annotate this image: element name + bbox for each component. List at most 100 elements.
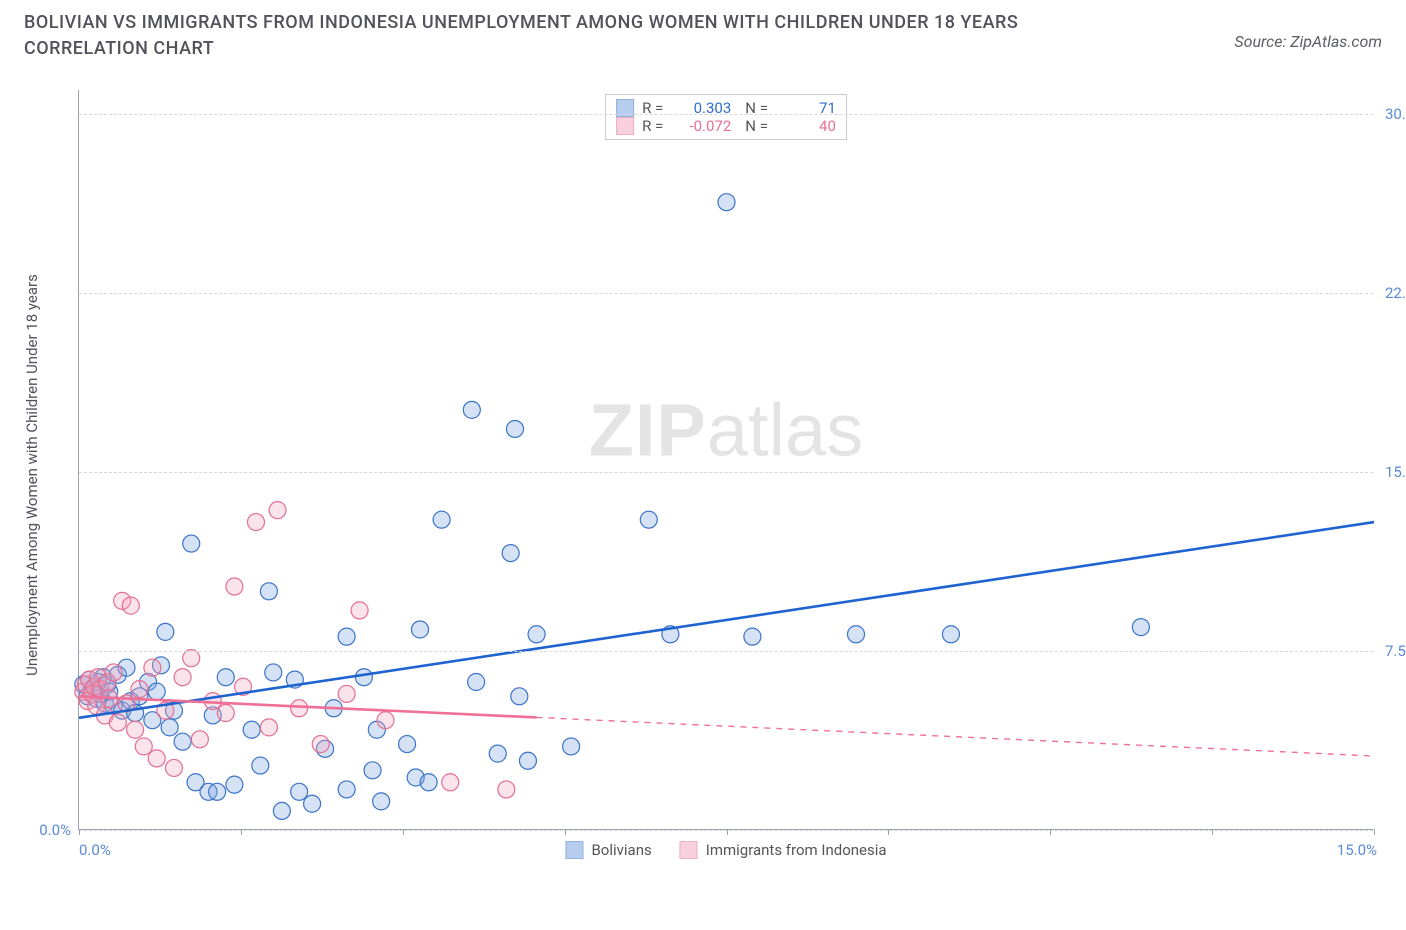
gridline <box>79 651 1373 652</box>
data-point <box>433 511 450 528</box>
legend-swatch <box>616 117 634 135</box>
x-axis-min-label: 0.0% <box>79 841 111 859</box>
x-tick-mark <box>241 829 242 835</box>
data-point <box>127 721 144 738</box>
data-point <box>338 781 355 798</box>
data-point <box>506 420 523 437</box>
data-point <box>420 774 437 791</box>
data-point <box>463 401 480 418</box>
legend-series-label: Bolivians <box>591 841 651 859</box>
x-tick-mark <box>1050 829 1051 835</box>
data-point <box>217 705 234 722</box>
data-point <box>373 793 390 810</box>
source-attribution: Source: ZipAtlas.com <box>1234 10 1382 51</box>
data-point <box>351 602 368 619</box>
data-point <box>273 802 290 819</box>
legend-swatch <box>565 841 583 859</box>
data-point <box>442 774 459 791</box>
data-point <box>355 669 372 686</box>
data-point <box>226 578 243 595</box>
x-axis-max-label: 15.0% <box>1337 841 1377 859</box>
y-tick-label: 7.5% <box>1385 642 1406 660</box>
data-point <box>269 502 286 519</box>
data-point <box>191 731 208 748</box>
trend-line-extrapolated <box>537 717 1374 756</box>
legend-swatch <box>680 841 698 859</box>
gridline <box>79 472 1373 473</box>
data-point <box>412 621 429 638</box>
data-point <box>640 511 657 528</box>
data-point <box>217 669 234 686</box>
trend-line <box>79 522 1374 718</box>
data-point <box>144 659 161 676</box>
legend-series-label: Immigrants from Indonesia <box>706 841 887 859</box>
data-point <box>148 750 165 767</box>
legend-series-item: Immigrants from Indonesia <box>680 841 887 859</box>
data-point <box>848 626 865 643</box>
y-tick-label: 22.5% <box>1385 284 1406 302</box>
legend-n-value: 40 <box>776 117 836 135</box>
data-point <box>157 623 174 640</box>
data-point <box>1132 619 1149 636</box>
data-point <box>291 700 308 717</box>
legend-series-item: Bolivians <box>565 841 651 859</box>
data-point <box>511 688 528 705</box>
x-tick-mark <box>888 829 889 835</box>
chart-title: BOLIVIAN VS IMMIGRANTS FROM INDONESIA UN… <box>24 10 1144 62</box>
data-point <box>105 664 122 681</box>
data-point <box>148 683 165 700</box>
legend-stat-row: R =-0.072 N =40 <box>616 117 836 135</box>
data-point <box>312 736 329 753</box>
data-point <box>161 719 178 736</box>
data-point <box>942 626 959 643</box>
data-point <box>165 759 182 776</box>
data-point <box>183 535 200 552</box>
x-tick-mark <box>1212 829 1213 835</box>
scatter-svg <box>79 90 1373 829</box>
data-point <box>226 776 243 793</box>
data-point <box>243 721 260 738</box>
data-point <box>519 752 536 769</box>
data-point <box>131 681 148 698</box>
y-axis-label: Unemployment Among Women with Children U… <box>23 274 41 676</box>
stats-legend: R =0.303 N =71R =-0.072 N =40 <box>605 94 847 140</box>
data-point <box>260 719 277 736</box>
series-legend: Bolivians Immigrants from Indonesia <box>565 841 886 859</box>
data-point <box>502 545 519 562</box>
data-point <box>528 626 545 643</box>
data-point <box>744 628 761 645</box>
data-point <box>364 762 381 779</box>
data-point <box>260 583 277 600</box>
data-point <box>183 650 200 667</box>
x-tick-mark <box>79 829 80 835</box>
y-tick-label: 30.0% <box>1385 105 1406 123</box>
data-point <box>109 714 126 731</box>
data-point <box>468 674 485 691</box>
x-tick-mark <box>403 829 404 835</box>
data-point <box>718 194 735 211</box>
data-point <box>377 712 394 729</box>
data-point <box>174 669 191 686</box>
x-tick-mark <box>565 829 566 835</box>
gridline <box>79 293 1373 294</box>
data-point <box>252 757 269 774</box>
data-point <box>265 664 282 681</box>
data-point <box>338 685 355 702</box>
x-tick-mark <box>727 829 728 835</box>
y-tick-label: 0.0% <box>39 821 71 839</box>
chart-area: Unemployment Among Women with Children U… <box>60 90 1380 860</box>
data-point <box>338 628 355 645</box>
x-tick-mark <box>1374 829 1375 835</box>
data-point <box>247 514 264 531</box>
y-tick-label: 15.0% <box>1385 463 1406 481</box>
data-point <box>489 745 506 762</box>
data-point <box>135 738 152 755</box>
data-point <box>399 736 416 753</box>
data-point <box>291 783 308 800</box>
legend-r-value: -0.072 <box>671 117 731 135</box>
data-point <box>563 738 580 755</box>
data-point <box>174 733 191 750</box>
plot-region: ZIPatlas R =0.303 N =71R =-0.072 N =40 0… <box>78 90 1373 830</box>
gridline <box>79 114 1373 115</box>
data-point <box>209 783 226 800</box>
